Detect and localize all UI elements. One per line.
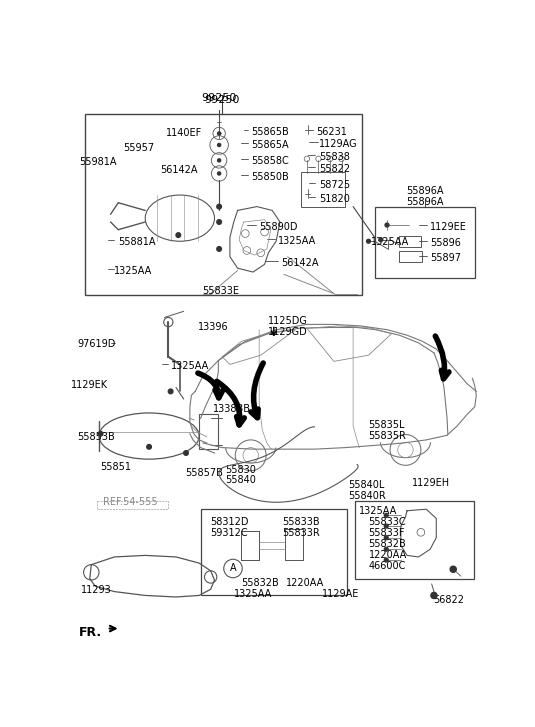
Text: A: A [230,563,236,574]
Text: 1325AA: 1325AA [360,506,398,516]
Text: 55853B: 55853B [78,432,115,442]
Text: 55890D: 55890D [259,222,297,232]
Circle shape [217,204,221,209]
Circle shape [176,233,181,238]
Text: 55981A: 55981A [79,157,117,167]
Text: 55957: 55957 [124,143,155,153]
Circle shape [384,558,388,562]
Text: 1129GD: 1129GD [269,326,308,337]
Text: 55833R: 55833R [282,528,320,538]
Bar [399,236,421,246]
Text: 56231: 56231 [316,126,347,137]
Text: 1325AA: 1325AA [114,266,152,276]
Text: 55896A: 55896A [406,196,444,206]
Circle shape [98,431,103,436]
Text: 99250: 99250 [204,95,240,105]
Circle shape [217,246,221,252]
Text: 1325AA: 1325AA [234,589,272,598]
Bar [301,172,346,206]
Text: 97619D: 97619D [78,339,116,349]
Text: 59312C: 59312C [211,528,248,538]
Text: 55833B: 55833B [282,517,320,527]
Text: 55881A: 55881A [118,236,156,246]
Text: 11293: 11293 [81,585,111,595]
Text: 1129AE: 1129AE [322,589,360,598]
Circle shape [147,444,151,449]
Text: 55897: 55897 [430,253,461,262]
Bar [85,114,362,295]
Circle shape [384,547,388,551]
Text: REF.54-555: REF.54-555 [103,497,157,507]
Text: 1220AA: 1220AA [286,578,324,587]
Text: 55832B: 55832B [369,539,406,549]
Text: 1129AG: 1129AG [319,139,358,149]
Circle shape [431,593,437,598]
Text: 55896: 55896 [430,238,461,248]
Text: 55840L: 55840L [348,480,384,490]
Text: 51820: 51820 [319,193,350,204]
Circle shape [217,220,221,225]
Text: 99250: 99250 [202,93,237,103]
Circle shape [366,239,370,243]
Text: 1325AA: 1325AA [371,236,409,246]
Circle shape [384,536,388,539]
Text: 55835R: 55835R [369,431,407,441]
Text: 56142A: 56142A [281,258,319,268]
Text: 55840: 55840 [225,475,256,486]
Text: 55838: 55838 [319,152,350,162]
Circle shape [218,172,220,175]
Text: 1220AA: 1220AA [369,550,407,560]
Bar [97,502,169,509]
Circle shape [184,451,188,455]
Text: 1125DG: 1125DG [269,316,308,326]
Circle shape [384,524,388,528]
Text: 55896A: 55896A [406,186,444,196]
Text: 58312D: 58312D [211,517,249,527]
Circle shape [169,389,173,394]
Text: 1325AA: 1325AA [171,361,209,371]
Text: 55832B: 55832B [241,578,279,587]
Text: 55850B: 55850B [251,172,289,182]
Text: 55865B: 55865B [251,126,289,137]
Text: 56142A: 56142A [160,165,197,175]
Text: 1338BB: 1338BB [213,403,251,414]
Circle shape [379,238,383,241]
Text: 55858C: 55858C [251,156,289,166]
Circle shape [218,143,220,147]
Bar [355,501,474,579]
Bar [201,509,347,595]
Text: 55865A: 55865A [251,140,289,150]
Bar [399,252,423,262]
Text: 55835L: 55835L [369,420,405,430]
Text: 1129EH: 1129EH [412,478,450,489]
Circle shape [450,566,456,572]
Text: 55830: 55830 [225,465,256,475]
Text: 13396: 13396 [197,322,228,332]
Circle shape [218,159,220,162]
Text: 55840R: 55840R [348,491,386,501]
Text: 56822: 56822 [433,595,464,606]
Text: 58725: 58725 [319,180,350,190]
Text: 55851: 55851 [101,462,132,473]
Text: 55833F: 55833F [369,528,405,538]
Text: 46600C: 46600C [369,561,406,571]
Circle shape [218,132,220,135]
Text: 55822: 55822 [319,164,350,174]
Text: FR.: FR. [79,626,102,639]
Bar [199,414,218,449]
Text: 55833C: 55833C [369,517,406,527]
Text: 1140EF: 1140EF [166,128,202,138]
Text: 1129EE: 1129EE [430,222,467,232]
Text: 1129EK: 1129EK [71,379,109,390]
Text: 55857B: 55857B [185,467,223,478]
Text: 1325AA: 1325AA [278,236,317,246]
Circle shape [384,513,388,518]
Text: 55833E: 55833E [202,286,239,296]
Circle shape [385,223,389,227]
Bar [374,206,475,278]
